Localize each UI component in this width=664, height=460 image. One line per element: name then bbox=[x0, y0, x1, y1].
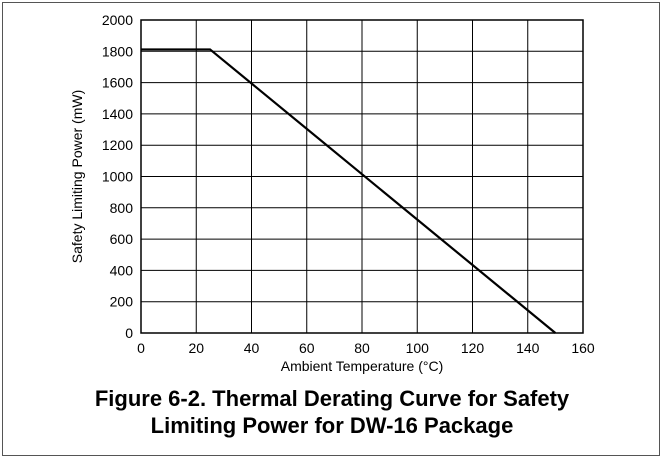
x-axis-label: Ambient Temperature (°C) bbox=[281, 358, 444, 374]
figure-caption: Figure 6-2. Thermal Derating Curve for S… bbox=[0, 385, 664, 439]
x-tick-label-120: 120 bbox=[461, 340, 485, 356]
y-tick-label-1400: 1400 bbox=[102, 106, 133, 122]
x-tick-label-140: 140 bbox=[516, 340, 540, 356]
caption-line-1: Figure 6-2. Thermal Derating Curve for S… bbox=[94, 386, 570, 411]
derating-chart: 0 200 400 600 800 1000 1200 1400 1600 1800 2000 0 2… bbox=[69, 12, 595, 374]
figure-frame bbox=[2, 2, 660, 456]
y-tick-label-1200: 1200 bbox=[102, 137, 133, 153]
y-axis-label: Safety Limiting Power (mW) bbox=[69, 90, 85, 263]
y-tick-label-1000: 1000 bbox=[102, 169, 133, 185]
y-tick-label-600: 600 bbox=[110, 231, 134, 247]
y-tick-label-1800: 1800 bbox=[102, 43, 133, 59]
y-tick-label-1600: 1600 bbox=[102, 75, 133, 91]
series-layer bbox=[141, 48, 557, 334]
y-tick-label-2000: 2000 bbox=[102, 12, 133, 28]
x-tick-labels: 0 20 40 60 80 100 120 140 160 bbox=[137, 340, 595, 356]
grid bbox=[140, 19, 584, 334]
x-tick-label-40: 40 bbox=[244, 340, 260, 356]
x-tick-label-20: 20 bbox=[188, 340, 204, 356]
plot-area-border bbox=[140, 19, 584, 334]
y-tick-labels: 0 200 400 600 800 1000 1200 1400 1600 1800 2000 bbox=[102, 12, 133, 341]
y-tick-label-200: 200 bbox=[110, 294, 134, 310]
x-tick-label-60: 60 bbox=[299, 340, 315, 356]
x-tick-label-100: 100 bbox=[406, 340, 430, 356]
x-tick-label-0: 0 bbox=[137, 340, 145, 356]
x-tick-label-80: 80 bbox=[354, 340, 370, 356]
x-tick-label-160: 160 bbox=[571, 340, 595, 356]
y-tick-label-400: 400 bbox=[110, 262, 134, 278]
series-line-0 bbox=[141, 48, 557, 334]
y-tick-label-0: 0 bbox=[125, 325, 133, 341]
y-tick-label-800: 800 bbox=[110, 200, 134, 216]
caption-line-2: Limiting Power for DW-16 Package bbox=[150, 413, 514, 438]
